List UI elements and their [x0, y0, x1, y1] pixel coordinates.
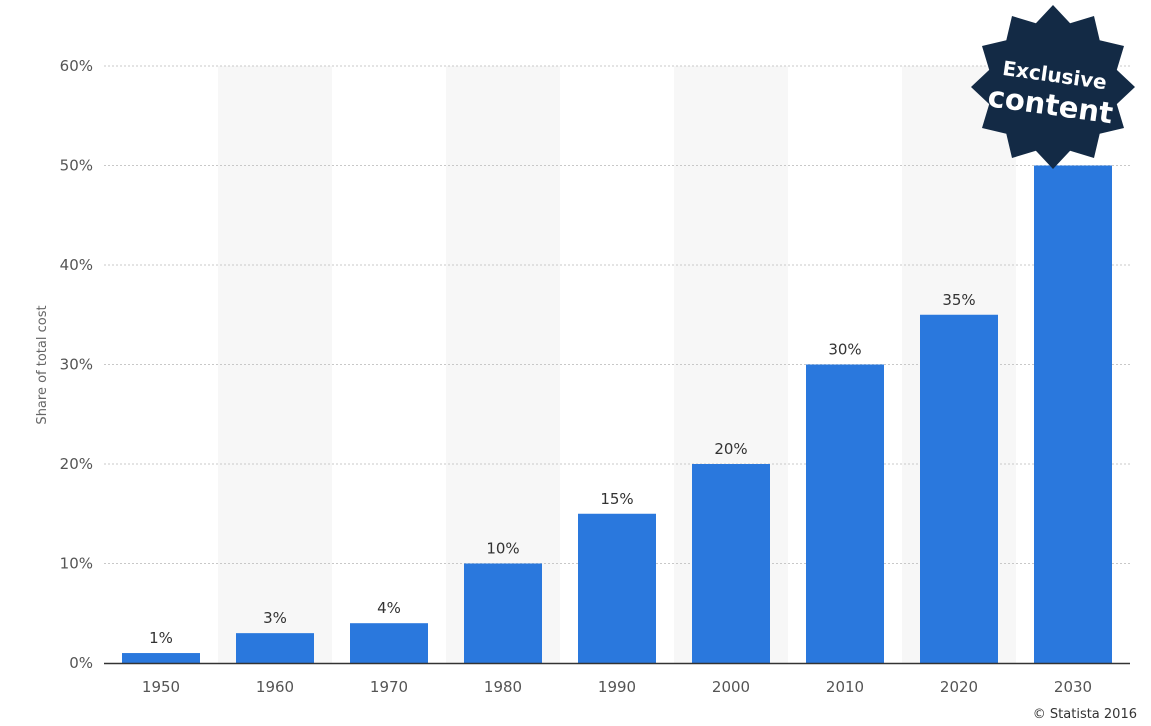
x-tick-label: 2010 [826, 678, 864, 696]
bar-2030[interactable] [1034, 165, 1112, 664]
y-tick-label: 30% [60, 356, 93, 374]
y-tick-label: 50% [60, 157, 93, 175]
y-tick-label: 40% [60, 256, 93, 274]
x-tick-label: 2030 [1054, 678, 1092, 696]
data-label-1950: 1% [149, 629, 173, 647]
band-1960 [218, 66, 332, 663]
bar-2000[interactable] [692, 464, 770, 663]
data-label-2000: 20% [714, 440, 747, 458]
y-axis-label: Share of total cost [35, 305, 50, 424]
x-axis-ticks: 1950 1960 1970 1980 1990 2000 2010 2020 2030 [142, 678, 1092, 696]
y-tick-label: 60% [60, 57, 93, 75]
x-tick-label: 1950 [142, 678, 180, 696]
bars [122, 165, 1112, 664]
statista-credit[interactable]: © Statista 2016 [1032, 707, 1137, 722]
y-tick-label: 20% [60, 455, 93, 473]
bar-1960[interactable] [236, 633, 314, 663]
badge-star-shape [971, 5, 1135, 169]
y-tick-label: 0% [69, 654, 93, 672]
data-label-1960: 3% [263, 609, 287, 627]
x-tick-label: 1960 [256, 678, 294, 696]
data-label-2010: 30% [828, 341, 861, 359]
data-labels: 1% 3% 4% 10% 15% 20% 30% 35% [149, 291, 976, 647]
data-label-2020: 35% [942, 291, 975, 309]
data-label-1990: 15% [600, 490, 633, 508]
bar-1990[interactable] [578, 513, 656, 663]
bar-2010[interactable] [806, 364, 884, 664]
data-label-1970: 4% [377, 599, 401, 617]
x-tick-label: 1970 [370, 678, 408, 696]
bar-1980[interactable] [464, 563, 542, 664]
bar-2020[interactable] [920, 314, 998, 663]
data-label-1980: 10% [486, 540, 519, 558]
y-tick-label: 10% [60, 555, 93, 573]
y-axis-ticks: 0% 10% 20% 30% 40% 50% 60% [60, 57, 93, 672]
x-tick-label: 1980 [484, 678, 522, 696]
exclusive-content-badge[interactable]: Exclusive content [968, 2, 1138, 172]
x-tick-label: 1990 [598, 678, 636, 696]
bar-1970[interactable] [350, 623, 428, 663]
x-tick-label: 2000 [712, 678, 750, 696]
x-tick-label: 2020 [940, 678, 978, 696]
bar-1950[interactable] [122, 653, 200, 663]
